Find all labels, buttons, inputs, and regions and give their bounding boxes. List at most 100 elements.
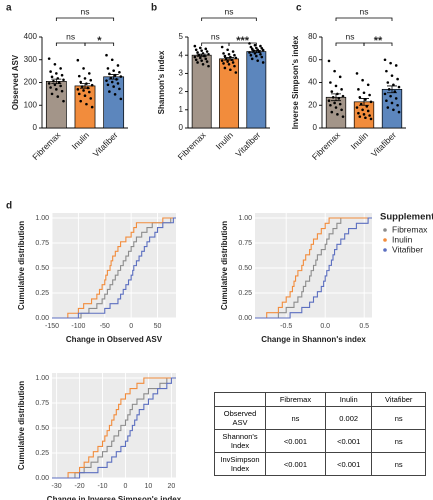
ecdf-line — [52, 377, 176, 479]
data-point — [110, 80, 114, 84]
data-point — [80, 85, 84, 88]
legend-label: Vitafiber — [392, 244, 423, 254]
data-point — [83, 77, 87, 80]
x-tick-label: -20 — [74, 483, 84, 490]
data-point — [334, 84, 338, 88]
data-point — [330, 90, 334, 93]
data-point — [119, 97, 123, 101]
data-point — [362, 113, 366, 116]
x-tick-label: Vitafiber — [233, 130, 262, 159]
data-point — [82, 89, 85, 92]
data-point — [386, 81, 390, 84]
x-tick-label: Inulin — [214, 130, 236, 152]
panel-label: a — [6, 3, 12, 14]
y-tick-label: 40 — [308, 78, 317, 87]
data-point — [250, 47, 254, 51]
data-point — [119, 75, 123, 78]
x-tick-label: Fibremax — [30, 129, 63, 162]
data-point — [49, 70, 52, 73]
data-point — [396, 103, 399, 107]
y-tick-label: 60 — [308, 55, 317, 64]
data-point — [255, 54, 258, 58]
data-point — [369, 117, 373, 121]
data-point — [248, 51, 251, 54]
data-point — [222, 62, 225, 65]
data-point — [226, 60, 229, 63]
bar — [103, 76, 125, 129]
data-point — [397, 85, 401, 89]
data-point — [227, 52, 231, 56]
data-point — [365, 105, 369, 108]
y-tick-label: 1.00 — [238, 215, 252, 222]
data-point — [358, 115, 362, 118]
significance-label: ns — [225, 6, 234, 16]
y-tick-label: 0.25 — [35, 290, 49, 297]
data-point — [220, 45, 224, 49]
error-bar — [224, 57, 234, 61]
table-cell: ns — [371, 429, 426, 453]
data-point — [355, 72, 359, 75]
data-point — [334, 106, 338, 109]
x-axis-label: Change in Inverse Simpson's index — [47, 495, 182, 500]
data-point — [112, 85, 115, 88]
data-point — [231, 61, 235, 64]
y-tick-label: 0.25 — [238, 290, 252, 297]
data-point — [394, 97, 398, 100]
data-point — [207, 52, 210, 56]
data-point — [341, 94, 345, 98]
data-point — [55, 72, 58, 75]
data-point — [329, 103, 332, 107]
table-cell: <0.001 — [265, 452, 326, 476]
data-point — [193, 44, 197, 48]
data-point — [53, 83, 57, 87]
y-tick-label: 0.00 — [238, 315, 252, 322]
y-tick-label: 4 — [179, 50, 184, 59]
x-tick-label: -50 — [100, 323, 110, 330]
data-point — [387, 88, 391, 91]
data-point — [204, 47, 208, 51]
data-point — [364, 98, 367, 101]
legend-label: Fibremax — [392, 224, 428, 234]
data-point — [113, 93, 117, 96]
data-point — [386, 106, 390, 109]
y-tick-label: 0.00 — [35, 315, 49, 322]
data-point — [233, 64, 236, 68]
data-point — [249, 53, 253, 57]
x-tick-label: 0 — [129, 323, 133, 330]
y-tick-label: 0.75 — [35, 400, 49, 407]
y-tick-label: 20 — [308, 100, 317, 109]
data-point — [226, 48, 229, 52]
data-point — [108, 90, 111, 93]
data-point — [106, 83, 110, 87]
significance-bracket — [335, 42, 365, 46]
data-point — [333, 101, 336, 105]
data-point — [88, 90, 91, 94]
error-bar — [251, 50, 262, 54]
data-point — [194, 58, 198, 62]
y-tick-label: 0.25 — [35, 450, 49, 457]
data-point — [390, 101, 394, 105]
y-tick-label: 0.75 — [35, 240, 49, 247]
legend-title: Supplement — [380, 212, 433, 223]
y-tick-label: 1.00 — [35, 375, 49, 382]
data-point — [60, 89, 64, 93]
column-header: Vitafiber — [371, 392, 426, 407]
y-axis-label: Observed ASV — [11, 54, 20, 110]
data-point — [355, 106, 359, 109]
plot-background — [52, 373, 176, 478]
data-point — [223, 66, 227, 70]
table-cell: <0.001 — [265, 429, 326, 453]
data-point — [253, 43, 257, 47]
data-point — [368, 93, 371, 97]
data-point — [338, 102, 342, 106]
x-tick-label: Fibremax — [310, 129, 343, 162]
y-tick-label: 200 — [24, 78, 38, 87]
data-point — [200, 59, 203, 62]
data-point — [397, 110, 401, 114]
data-point — [196, 51, 199, 54]
data-point — [368, 114, 371, 117]
data-point — [260, 46, 264, 50]
ecdf-line — [255, 217, 372, 319]
y-tick-label: 0.75 — [238, 240, 252, 247]
data-point — [336, 113, 339, 116]
